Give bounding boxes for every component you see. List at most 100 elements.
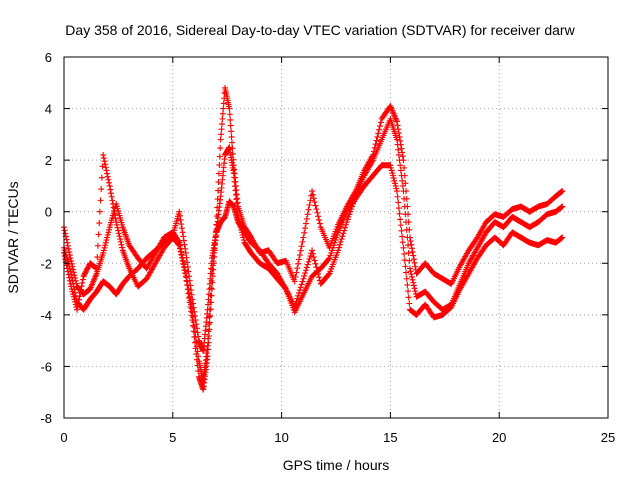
- data-point: [118, 241, 125, 248]
- data-point: [341, 227, 348, 234]
- data-point: [409, 248, 416, 255]
- data-point: [62, 230, 69, 237]
- data-point: [119, 244, 126, 251]
- data-point: [206, 286, 213, 293]
- data-point: [80, 273, 87, 280]
- data-point: [412, 288, 419, 295]
- data-point: [332, 237, 339, 244]
- data-point: [190, 322, 197, 329]
- data-point: [175, 238, 182, 245]
- data-point: [100, 249, 107, 256]
- data-point: [208, 260, 215, 267]
- data-point: [391, 180, 398, 187]
- data-point: [394, 141, 401, 148]
- series-sdtvar-day-3: [61, 162, 566, 354]
- data-point: [64, 239, 71, 246]
- data-point: [393, 185, 400, 192]
- data-point: [309, 191, 316, 198]
- data-point: [81, 271, 88, 278]
- data-point: [393, 118, 400, 125]
- data-point: [400, 188, 407, 195]
- data-point: [106, 179, 113, 186]
- data-point: [227, 122, 234, 129]
- data-point: [303, 264, 310, 271]
- data-point: [303, 215, 310, 222]
- data-point: [217, 145, 224, 152]
- data-point: [102, 242, 109, 249]
- data-point: [68, 274, 75, 281]
- data-point: [65, 245, 72, 252]
- data-point: [394, 193, 401, 200]
- data-point: [300, 234, 307, 241]
- data-point: [313, 264, 320, 271]
- data-point: [339, 233, 346, 240]
- chart-title: Day 358 of 2016, Sidereal Day-to-day VTE…: [65, 22, 575, 38]
- data-point: [340, 230, 347, 237]
- y-tick-label: 4: [45, 102, 52, 117]
- data-point: [116, 233, 123, 240]
- data-point: [186, 295, 193, 302]
- data-point: [64, 242, 71, 249]
- data-point: [108, 190, 115, 197]
- data-point: [70, 283, 77, 290]
- data-point: [109, 197, 116, 204]
- data-point: [191, 308, 198, 315]
- data-point: [207, 270, 214, 277]
- data-point: [305, 258, 312, 265]
- data-point: [205, 328, 212, 335]
- data-point: [389, 170, 396, 177]
- data-point: [104, 170, 111, 177]
- x-tick-label: 20: [492, 430, 506, 445]
- data-point: [394, 122, 401, 129]
- data-point: [327, 252, 334, 259]
- data-point: [298, 281, 305, 288]
- data-point: [186, 277, 193, 284]
- data-point: [336, 244, 343, 251]
- data-point: [206, 280, 213, 287]
- data-point: [397, 137, 404, 144]
- data-point: [376, 126, 383, 133]
- data-point: [390, 172, 397, 179]
- series-sdtvar-day-1: [61, 84, 566, 393]
- data-point: [63, 236, 70, 243]
- data-point: [185, 286, 192, 293]
- data-point: [178, 225, 185, 232]
- data-point: [97, 197, 104, 204]
- data-point: [96, 220, 103, 227]
- data-point: [408, 271, 415, 278]
- data-point: [406, 265, 413, 272]
- data-point: [407, 238, 414, 245]
- data-point: [334, 231, 341, 238]
- data-point: [178, 248, 185, 255]
- data-point: [189, 296, 196, 303]
- data-point: [188, 287, 195, 294]
- data-point: [405, 288, 412, 295]
- data-point: [402, 180, 409, 187]
- data-point: [67, 268, 74, 275]
- data-point: [104, 173, 111, 180]
- data-point: [404, 281, 411, 288]
- data-point: [338, 236, 345, 243]
- data-point: [397, 216, 404, 223]
- data-point: [397, 162, 404, 169]
- data-point: [220, 100, 227, 107]
- data-point: [395, 199, 402, 206]
- data-point: [190, 304, 197, 311]
- data-point: [405, 294, 412, 301]
- data-point: [397, 167, 404, 174]
- data-point: [70, 280, 77, 287]
- data-point: [410, 282, 417, 289]
- data-point: [409, 276, 416, 283]
- data-point: [79, 279, 86, 286]
- data-point: [392, 182, 399, 189]
- data-point: [114, 224, 121, 231]
- data-point: [206, 313, 213, 320]
- data-point: [103, 167, 110, 174]
- data-point: [68, 271, 75, 278]
- data-point: [401, 195, 408, 202]
- data-point: [216, 162, 223, 169]
- data-point: [104, 234, 111, 241]
- data-point: [403, 219, 410, 226]
- data-point: [328, 249, 335, 256]
- data-point: [186, 273, 193, 280]
